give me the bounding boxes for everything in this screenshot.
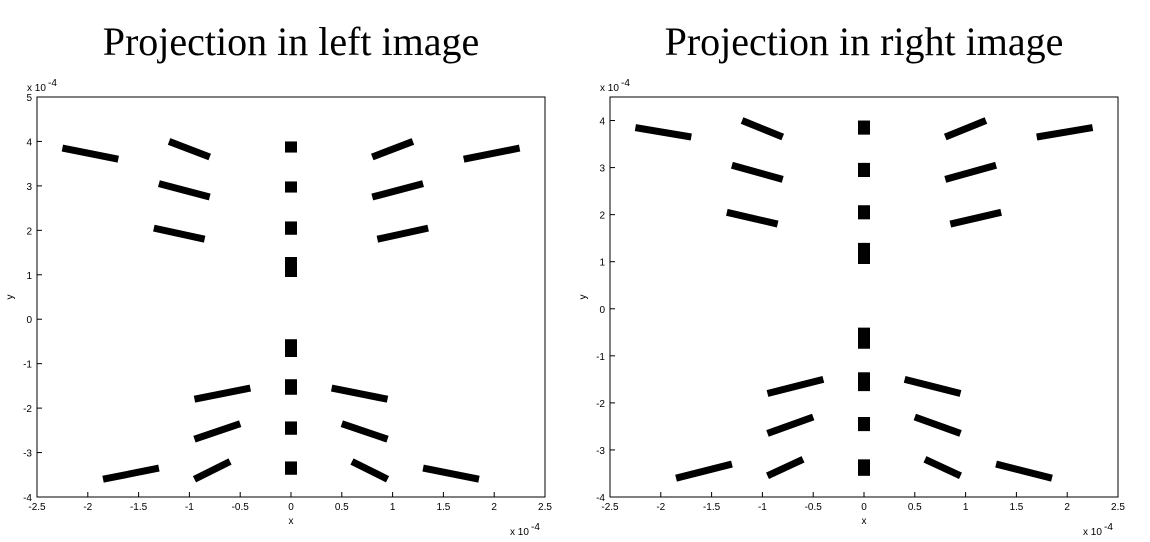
y-tick-label: -1 [23,360,32,371]
y-tick-label: 4 [599,117,605,128]
quiver-cluster [193,384,252,403]
x-tick-label: -1.5 [703,502,721,513]
x-axis-label: x [289,516,294,527]
x-tick-label: -1 [185,502,194,513]
quiver-cluster [61,144,119,163]
y-tick-label: -4 [596,493,605,504]
x-tick-label: 2 [1064,502,1070,513]
quiver-cluster [350,458,390,483]
x-tick-label: 0 [861,502,867,513]
quiver-cluster [944,161,998,183]
y-tick-label: -1 [596,352,605,363]
y-tick-label: 2 [26,226,32,237]
x-tick-label: 1.5 [436,502,450,513]
x-tick-label: -2 [656,502,665,513]
x-tick-label: -1.5 [130,502,148,513]
x-axis-label: x [862,516,867,527]
x-multiplier: x 10 [1083,527,1102,538]
y-tick-label: 3 [26,182,32,193]
quiver-cluster [949,208,1002,228]
chart-title: Projection in left image [103,19,480,64]
y-axis-label: y [578,295,589,300]
axes-box [609,96,1119,498]
x-tick-label: 0 [288,502,294,513]
y-tick-label: -4 [23,493,32,504]
y-tick-label: 3 [599,164,605,175]
y-tick-label: 2 [599,211,605,222]
x-tick-label: -1 [758,502,767,513]
quiver-cluster [192,458,232,483]
x-multiplier: x 10 [510,527,529,538]
x-tick-label: -2.5 [28,502,46,513]
y-tick-label: -2 [596,399,605,410]
y-multiplier: x 10 [600,83,619,94]
x-tick-label: 2.5 [538,502,552,513]
quiver-cluster [903,375,962,397]
y-exponent: -4 [621,78,630,89]
y-tick-label: 4 [26,137,32,148]
quiver-cluster [766,456,805,479]
x-tick-label: 1 [390,502,396,513]
y-tick-label: 5 [26,93,32,104]
y-tick-label: -3 [596,446,605,457]
quiver-cluster [995,460,1053,482]
y-axis-label: y [5,295,16,300]
y-tick-label: 0 [599,305,605,316]
y-tick-label: 1 [26,271,32,282]
y-tick-label: 0 [26,315,32,326]
x-tick-label: -2 [83,502,92,513]
x-tick-label: 2.5 [1111,502,1125,513]
x-tick-label: 1.5 [1009,502,1023,513]
quiver-cluster [634,124,692,141]
x-tick-label: 1 [963,502,969,513]
quiver-cluster [376,224,429,243]
quiver-cluster [730,161,784,183]
x-tick-label: -0.5 [232,502,250,513]
quiver-cluster [371,138,415,161]
quiver-cluster [371,180,424,201]
quiver-cluster [193,420,242,443]
quiver-cluster [158,180,211,201]
quiver-cluster [102,464,160,483]
y-exponent: -4 [48,78,57,89]
y-tick-label: -2 [23,404,32,415]
quiver-cluster [943,117,988,141]
x-tick-label: 2 [491,502,497,513]
chart-title: Projection in right image [665,19,1064,64]
quiver-cluster [766,375,825,397]
quiver-cluster [766,413,815,437]
quiver-cluster [675,460,733,482]
y-tick-label: -3 [23,449,32,460]
x-tick-label: -0.5 [805,502,823,513]
x-tick-label: 0.5 [908,502,922,513]
quiver-cluster [740,117,785,141]
quiver-cluster [923,456,962,479]
quiver-cluster [463,144,521,163]
x-exponent: -4 [531,522,540,533]
quiver-cluster [726,208,779,228]
quiver-cluster [1036,124,1094,141]
quiver-cluster [153,224,206,243]
quiver-cluster [340,420,389,443]
quiver-cluster [167,138,211,161]
x-tick-label: -2.5 [601,502,619,513]
x-tick-label: 0.5 [335,502,349,513]
quiver-cluster [422,464,480,483]
quiver-cluster [330,384,389,403]
y-multiplier: x 10 [27,83,46,94]
x-exponent: -4 [1104,522,1113,533]
quiver-cluster [913,413,962,437]
y-tick-label: 1 [599,258,605,269]
